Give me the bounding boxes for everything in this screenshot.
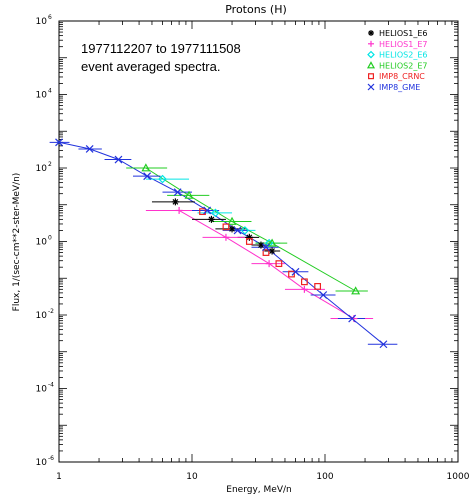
y-tick-exponent: -6: [48, 455, 54, 462]
legend-label: HELIOS1_E7: [379, 40, 428, 49]
marker-x: [173, 188, 182, 197]
y-tick-exponent: -4: [48, 382, 54, 389]
marker-triangle: [227, 216, 237, 225]
marker-triangle: [267, 238, 277, 247]
marker-x: [348, 314, 357, 323]
data-markers: [55, 138, 388, 349]
y-tick-exponent: 6: [48, 14, 52, 21]
legend-marker-HELIOS2_E6: [367, 50, 375, 59]
x-tick-label: 10: [186, 472, 198, 482]
y-tick-exponent: 4: [48, 88, 52, 95]
marker-square: [222, 223, 230, 231]
y-tick-exponent: 0: [48, 235, 52, 242]
marker-square: [245, 238, 253, 245]
axis-ticks: [58, 21, 459, 463]
annotation-line-1: 1977112207 to 1977111508: [81, 41, 241, 56]
marker-x: [262, 243, 270, 252]
marker-x: [319, 291, 328, 299]
chart-title: Protons (H): [225, 3, 287, 16]
y-tick-label: 10: [36, 17, 48, 27]
marker-x: [114, 155, 123, 164]
marker-x: [143, 172, 152, 181]
marker-x: [233, 226, 242, 235]
annotation-line-2: event averaged spectra.: [81, 59, 220, 74]
marker-plus: [175, 206, 183, 214]
y-tick-label: 10: [36, 164, 48, 174]
marker-diamond: [240, 226, 250, 235]
marker-triangle: [184, 190, 194, 199]
marker-plus: [222, 233, 230, 241]
marker-x: [203, 206, 212, 215]
y-tick-label: 10: [36, 311, 48, 321]
legend-label: IMP8_GME: [379, 83, 420, 92]
marker-square: [288, 270, 295, 278]
legend-label: IMP8_CRNC: [379, 72, 425, 81]
legend: HELIOS1_E6 HELIOS1_E7 HELIOS2_E6HELIOS2_E7…: [366, 29, 428, 92]
fit-line-HELIOS2_E7: [145, 167, 356, 292]
marker-triangle: [351, 286, 361, 295]
y-tick-label: 10: [36, 385, 48, 395]
y-axis-label: Flux, 1/(sec-cm**2-ster-MeV/n): [12, 173, 22, 312]
marker-asterisk: [171, 198, 179, 206]
marker-square: [314, 283, 322, 290]
fit-line-HELIOS1_E7: [178, 209, 355, 320]
marker-x: [85, 145, 94, 153]
marker-plus: [265, 260, 273, 268]
y-tick-label: 10: [36, 458, 48, 468]
y-tick-exponent: -2: [48, 308, 54, 315]
x-axis-label: Energy, MeV/n: [226, 485, 291, 495]
marker-asterisk: [207, 215, 215, 223]
legend-label: HELIOS2_E7: [379, 61, 428, 70]
marker-diamond: [158, 174, 167, 184]
marker-square: [275, 260, 283, 268]
legend-label: HELIOS2_E6: [379, 51, 428, 60]
marker-asterisk: [228, 225, 236, 233]
fit-lines: [58, 141, 384, 345]
marker-diamond: [211, 208, 220, 218]
marker-asterisk: [268, 247, 276, 255]
marker-plus: [300, 285, 308, 293]
y-tick-exponent: 2: [48, 161, 52, 168]
marker-triangle: [141, 163, 151, 172]
legend-marker-IMP8_GME: [367, 83, 375, 91]
marker-x: [291, 267, 300, 276]
legend-marker-HELIOS2_E7: [366, 61, 376, 69]
legend-marker-HELIOS1_E7: [368, 40, 374, 47]
x-tick-label: 1000: [447, 472, 469, 482]
x-tick-label: 100: [316, 472, 333, 482]
marker-x: [379, 340, 388, 349]
y-tick-label: 10: [36, 238, 48, 248]
x-tick-label: 1: [56, 472, 62, 482]
marker-x: [55, 138, 63, 147]
fit-line-IMP8_GME: [58, 141, 384, 345]
y-tick-label: 10: [36, 91, 48, 101]
marker-square: [300, 278, 308, 286]
legend-marker-IMP8_CRNC: [368, 73, 375, 80]
marker-square: [262, 249, 270, 256]
legend-marker-HELIOS1_E6: [368, 30, 374, 36]
legend-label: HELIOS1_E6: [379, 29, 428, 38]
